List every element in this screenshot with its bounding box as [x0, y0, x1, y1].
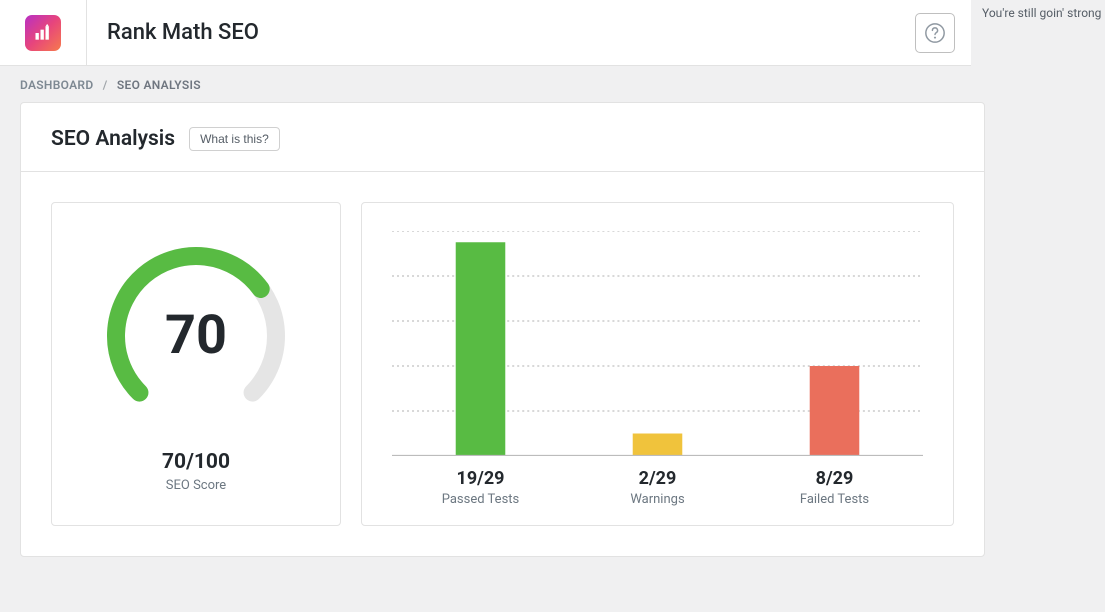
warnings-ratio: 2/29	[569, 468, 746, 489]
failed-ratio: 8/29	[746, 468, 923, 489]
help-button[interactable]	[915, 13, 955, 53]
chart-col-warnings: 2/29 Warnings	[569, 468, 746, 507]
panel-header: SEO Analysis What is this?	[21, 103, 984, 172]
chart-card: 19/29 Passed Tests 2/29 Warnings 8/29 Fa…	[361, 202, 954, 526]
app-title: Rank Math SEO	[87, 20, 259, 45]
main-panel: SEO Analysis What is this? 70 70/100 SEO…	[20, 102, 985, 557]
chart-col-passed: 19/29 Passed Tests	[392, 468, 569, 507]
panel-title: SEO Analysis	[51, 127, 175, 151]
chart-col-failed: 8/29 Failed Tests	[746, 468, 923, 507]
logo-chart-icon	[33, 23, 53, 43]
status-message: You're still goin' strong	[982, 6, 1101, 20]
passed-label: Passed Tests	[392, 492, 569, 507]
score-label: SEO Score	[166, 478, 226, 493]
logo-cell	[0, 0, 87, 66]
score-ratio: 70/100	[162, 450, 230, 474]
breadcrumb-seo-analysis[interactable]: SEO ANALYSIS	[117, 78, 201, 92]
chart-labels: 19/29 Passed Tests 2/29 Warnings 8/29 Fa…	[392, 468, 923, 507]
help-icon	[924, 22, 946, 44]
chart-svg	[392, 231, 923, 456]
breadcrumb-dashboard[interactable]: DASHBOARD	[20, 78, 93, 92]
breadcrumb: DASHBOARD / SEO ANALYSIS	[0, 66, 1105, 102]
app-logo	[25, 15, 61, 51]
top-bar: Rank Math SEO	[0, 0, 971, 66]
score-card: 70 70/100 SEO Score	[51, 202, 341, 526]
score-value: 70	[96, 236, 296, 436]
what-is-this-button[interactable]: What is this?	[189, 127, 280, 151]
panel-body: 70 70/100 SEO Score 19/29 Passed Tests 2…	[21, 172, 984, 556]
passed-ratio: 19/29	[392, 468, 569, 489]
chart-area	[392, 231, 923, 456]
breadcrumb-separator: /	[97, 78, 114, 92]
warnings-label: Warnings	[569, 492, 746, 507]
score-gauge: 70	[96, 236, 296, 436]
failed-label: Failed Tests	[746, 492, 923, 507]
